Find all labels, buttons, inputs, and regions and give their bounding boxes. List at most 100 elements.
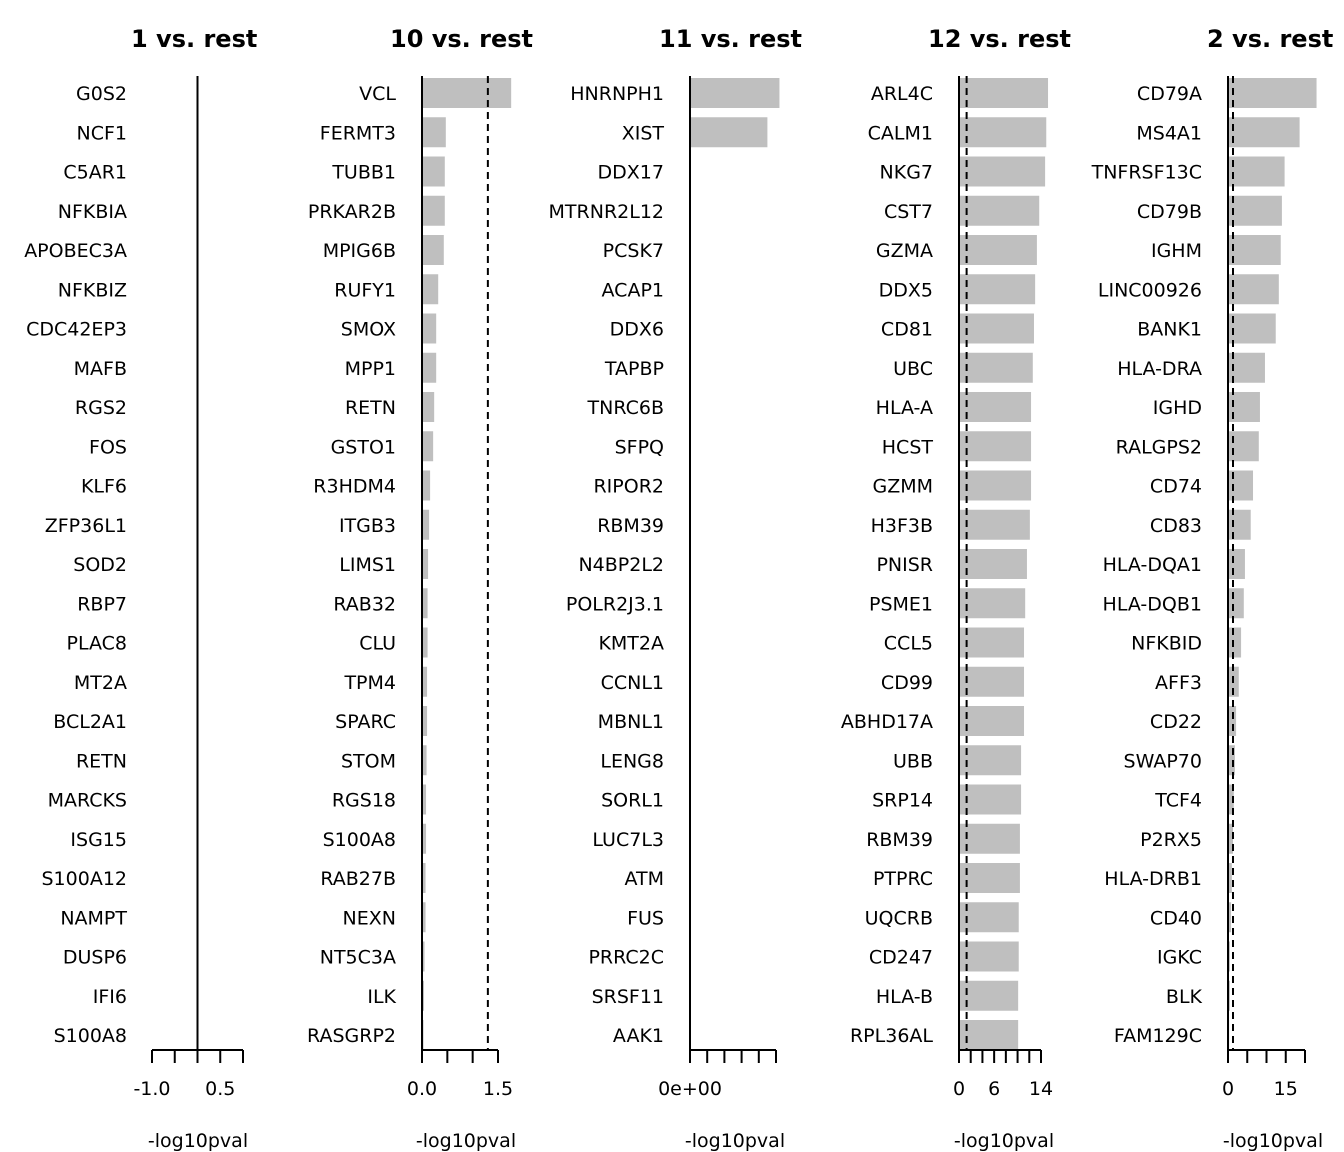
bar-RBM39 xyxy=(959,823,1020,854)
bar-TUBB1 xyxy=(422,156,445,187)
gene-label: CD79A xyxy=(1137,83,1202,105)
bar-SPARC xyxy=(422,706,428,736)
gene-label: FOS xyxy=(89,436,127,458)
gene-label: PRKAR2B xyxy=(308,201,396,223)
gene-label: R3HDM4 xyxy=(313,476,396,498)
gene-label: CD40 xyxy=(1150,907,1202,929)
bar-UQCRB xyxy=(959,902,1019,933)
bar-SRP14 xyxy=(959,784,1022,815)
gene-label: STOM xyxy=(341,750,396,772)
bar-GZMM xyxy=(959,470,1032,501)
bar-R3HDM4 xyxy=(422,470,431,501)
gene-label: BCL2A1 xyxy=(53,711,127,733)
tick-label: 0 xyxy=(1222,1078,1234,1100)
gene-label: H3F3B xyxy=(871,515,933,537)
gene-label: ABHD17A xyxy=(841,711,933,733)
gene-label: SMOX xyxy=(341,319,396,341)
bar-UBB xyxy=(959,745,1022,776)
gene-label: CCL5 xyxy=(884,633,933,655)
x-axis-label: -log10pval xyxy=(1223,1130,1323,1152)
gene-label: P2RX5 xyxy=(1140,829,1202,851)
gene-label: KMT2A xyxy=(598,633,664,655)
panel-title: 2 vs. rest xyxy=(1207,25,1333,53)
panel-3: 11 vs. rest HNRNPH1 XIST DDX17 MTRNR2L12 PCSK… xyxy=(549,25,803,1152)
gene-label: TPM4 xyxy=(343,672,396,694)
gene-label: NT5C3A xyxy=(320,947,396,969)
gene-label: CD74 xyxy=(1150,476,1202,498)
bar-HLA-DQB1 xyxy=(1228,588,1244,619)
gene-label: NAMPT xyxy=(60,907,127,929)
bar-P2RX5 xyxy=(1228,823,1234,854)
gene-label: UQCRB xyxy=(865,907,933,929)
gene-label: GSTO1 xyxy=(331,436,396,458)
gene-label: RGS2 xyxy=(75,397,127,419)
gene-label: PSME1 xyxy=(869,593,933,615)
bar-RETN xyxy=(422,392,435,422)
bar-RAB32 xyxy=(422,588,428,619)
bar-CD79B xyxy=(1228,195,1282,226)
tick-label: 0 xyxy=(953,1078,965,1100)
gene-label: PLAC8 xyxy=(67,633,128,655)
gene-label: RIPOR2 xyxy=(593,476,664,498)
gene-label: ATM xyxy=(624,868,664,890)
gene-label: RETN xyxy=(76,750,127,772)
gene-label: IGHD xyxy=(1153,397,1202,419)
bar-RALGPS2 xyxy=(1228,431,1259,462)
gene-label: SWAP70 xyxy=(1124,750,1202,772)
gene-label: CD22 xyxy=(1150,711,1202,733)
gene-label: RASGRP2 xyxy=(307,1025,396,1047)
gene-label: RPL36AL xyxy=(850,1025,933,1047)
gene-label: TNFRSF13C xyxy=(1091,162,1202,184)
bar-NT5C3A xyxy=(422,941,425,972)
gene-label: CLU xyxy=(359,633,396,655)
bar-TNFRSF13C xyxy=(1228,156,1285,187)
tick-label: 15 xyxy=(1274,1078,1298,1100)
gene-label: AFF3 xyxy=(1155,672,1202,694)
panel-title: 10 vs. rest xyxy=(390,25,533,53)
bar-CD40 xyxy=(1228,902,1232,933)
gene-label: RAB27B xyxy=(320,868,396,890)
bar-NEXN xyxy=(422,902,426,933)
gene-label: C5AR1 xyxy=(63,162,127,184)
gene-label: PTPRC xyxy=(873,868,933,890)
bar-CLU xyxy=(422,627,428,658)
gene-label: ITGB3 xyxy=(339,515,396,537)
gene-label: IFI6 xyxy=(93,986,127,1008)
bar-CD74 xyxy=(1228,470,1254,501)
gene-label: MT2A xyxy=(74,672,127,694)
bar-NKG7 xyxy=(959,156,1046,187)
gene-label: SPARC xyxy=(335,711,396,733)
gene-label: FERMT3 xyxy=(320,122,396,144)
gene-label: MBNL1 xyxy=(598,711,664,733)
gene-label: SORL1 xyxy=(601,790,664,812)
tick-label: 0.0 xyxy=(407,1078,437,1100)
bar-SWAP70 xyxy=(1228,745,1235,776)
bar-MPP1 xyxy=(422,352,437,383)
gene-label: HLA-DRA xyxy=(1117,358,1202,380)
gene-label: PRRC2C xyxy=(588,947,664,969)
gene-label: UBC xyxy=(893,358,933,380)
gene-label: XIST xyxy=(622,122,665,144)
bar-GSTO1 xyxy=(422,431,434,462)
gene-label: CD247 xyxy=(869,947,933,969)
panel-2: 10 vs. rest VCL FERMT3 TUBB1 PRKAR2B MPIG6B RU… xyxy=(307,25,533,1152)
bar-CD81 xyxy=(959,313,1034,344)
gene-label: CD99 xyxy=(881,672,933,694)
bar-LINC00926 xyxy=(1228,274,1279,305)
bar-CST7 xyxy=(959,195,1040,226)
bar-CD22 xyxy=(1228,706,1237,736)
gene-label: NFKBIA xyxy=(58,201,127,223)
gene-label: IGHM xyxy=(1151,240,1202,262)
gene-label: BLK xyxy=(1166,986,1203,1008)
bar-HLA-DQA1 xyxy=(1228,549,1245,579)
bar-ILK xyxy=(422,980,425,1011)
gene-label: HLA-B xyxy=(876,986,933,1008)
gene-label: RUFY1 xyxy=(334,279,396,301)
bar-LIMS1 xyxy=(422,549,429,579)
gene-label: ISG15 xyxy=(70,829,127,851)
bar-HLA-DRB1 xyxy=(1228,863,1232,893)
gene-label: MTRNR2L12 xyxy=(549,201,664,223)
gene-label: RBP7 xyxy=(77,593,127,615)
tick-label: -1.0 xyxy=(133,1078,170,1100)
x-axis-label: -log10pval xyxy=(685,1130,785,1152)
